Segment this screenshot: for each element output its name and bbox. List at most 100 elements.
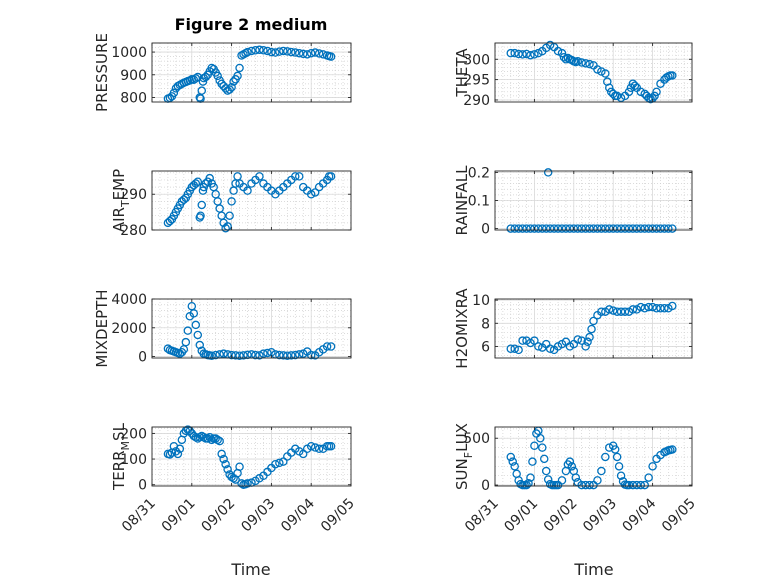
data-point: [203, 434, 212, 443]
data-point: [205, 173, 214, 183]
data-point: [506, 344, 516, 353]
data-point: [573, 335, 582, 344]
data-point: [183, 326, 193, 335]
data-point: [652, 87, 661, 97]
data-point: [207, 351, 216, 360]
x-tick-label: 09/01: [159, 496, 199, 536]
data-point: [581, 480, 590, 490]
data-point: [196, 211, 205, 220]
data-point: [191, 74, 201, 83]
data-point: [283, 351, 292, 360]
data-point: [581, 342, 590, 351]
data-point: [612, 452, 622, 462]
data-point: [538, 443, 547, 452]
data-point: [279, 351, 288, 360]
data-point: [219, 349, 228, 358]
data-point: [271, 459, 280, 469]
data-point: [650, 91, 659, 101]
data-point: [644, 93, 653, 103]
y-tick-label: 200: [120, 426, 147, 442]
data-point: [528, 457, 537, 466]
data-point: [298, 449, 308, 459]
data-point: [326, 172, 336, 181]
data-point: [630, 81, 640, 90]
y-tick-label: 0.1: [468, 194, 490, 210]
data-point: [573, 57, 582, 66]
y-axis-label: PRESSURE: [93, 33, 111, 112]
data-point: [326, 52, 336, 61]
data-point: [534, 342, 543, 351]
x-tick-label: 09/02: [541, 496, 581, 536]
x-tick-label: 09/04: [278, 495, 318, 535]
data-point: [514, 49, 523, 59]
y-axis-label: THETA: [453, 48, 471, 98]
data-point: [223, 465, 232, 474]
data-point: [239, 351, 248, 360]
data-point: [201, 179, 210, 188]
data-point: [648, 224, 657, 233]
subplot-terr_msl: 0 100 200 08/31 09/01 09/02 09/03 09/04 09/05 TER…: [110, 422, 358, 535]
data-point: [536, 433, 545, 443]
data-point: [314, 49, 324, 58]
data-point: [506, 452, 516, 462]
data-point: [656, 224, 665, 233]
data-point: [221, 223, 230, 233]
y-tick-label: 0: [138, 350, 147, 366]
data-point: [636, 480, 646, 490]
data-point: [593, 224, 602, 233]
data-point: [616, 224, 626, 233]
y-axis-label-main: H2OMIXRA: [453, 288, 471, 369]
data-point: [275, 458, 284, 468]
data-point: [589, 316, 598, 326]
data-point: [530, 336, 539, 345]
data-point: [263, 46, 272, 56]
data-point: [601, 452, 610, 462]
data-point: [217, 449, 226, 459]
data-point: [624, 224, 634, 233]
data-point: [310, 443, 320, 452]
data-point: [660, 304, 669, 313]
data-point: [195, 433, 205, 442]
data-point: [181, 337, 191, 347]
data-point: [197, 200, 206, 210]
data-point: [211, 350, 220, 360]
data-point: [255, 351, 264, 360]
axes-box: [494, 426, 693, 487]
data-point: [259, 46, 268, 55]
y-axis-label-main: PRESSURE: [93, 33, 111, 112]
y-tick-label: 1000: [111, 45, 147, 61]
data-point: [205, 433, 214, 442]
data-point: [247, 46, 256, 56]
data-point: [255, 45, 264, 55]
data-point: [640, 480, 649, 490]
x-tick-label: 09/03: [238, 496, 278, 536]
y-tick-label: 0: [481, 222, 490, 238]
data-point: [199, 433, 208, 442]
data-point: [541, 466, 551, 476]
data-point: [557, 224, 567, 233]
axes-box: [151, 42, 352, 103]
data-point: [668, 224, 677, 233]
x-tick-label: 08/31: [462, 496, 502, 536]
data-point: [612, 307, 622, 316]
data-point: [668, 71, 677, 80]
data-point: [648, 302, 657, 312]
data-point: [557, 48, 567, 58]
data-point: [221, 84, 230, 93]
data-point: [561, 224, 571, 233]
data-point: [526, 473, 535, 482]
data-point: [522, 49, 531, 59]
data-point: [648, 462, 657, 471]
data-point: [608, 306, 618, 315]
data-point: [656, 304, 665, 313]
y-axis-label-main: TERR: [110, 450, 128, 491]
x-tick-label: 08/31: [119, 496, 159, 536]
data-point: [518, 336, 527, 345]
plot-area: [495, 299, 692, 358]
data-point: [597, 466, 606, 476]
data-point: [614, 462, 624, 471]
